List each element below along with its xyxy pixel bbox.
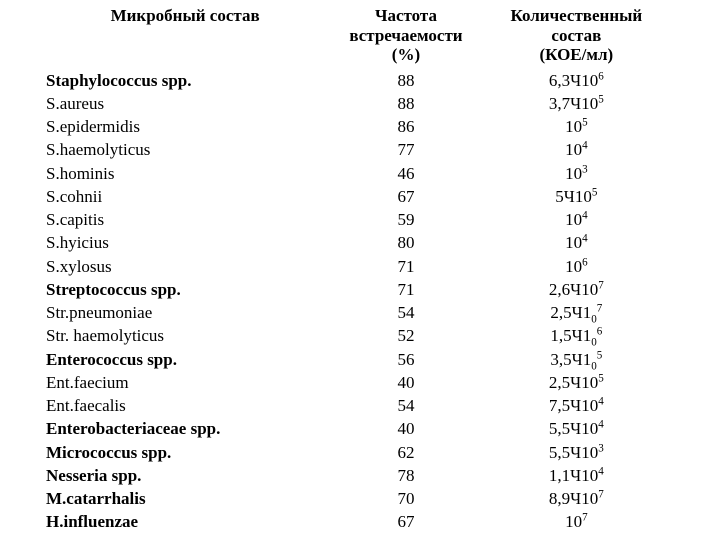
cell-freq: 80 [330, 231, 481, 254]
cell-qty: 103 [482, 162, 671, 185]
cell-name: S.capitis [40, 208, 330, 231]
table-row: S.hyicius80104 [40, 231, 671, 254]
table-header-row: Микробный состав Частотавстречаемости(%)… [40, 6, 671, 69]
cell-name: Micrococcus spp. [40, 441, 330, 464]
cell-name: S.xylosus [40, 255, 330, 278]
cell-name: Str. haemolyticus [40, 324, 330, 347]
cell-name: Nesseria spp. [40, 464, 330, 487]
cell-name: S.aureus [40, 92, 330, 115]
cell-name: S.hominis [40, 162, 330, 185]
cell-qty: 5,5Ч104 [482, 417, 671, 440]
header-name: Микробный состав [40, 6, 330, 69]
cell-freq: 59 [330, 208, 481, 231]
cell-name: S.epidermidis [40, 115, 330, 138]
cell-freq: 46 [330, 162, 481, 185]
cell-freq: 56 [330, 348, 481, 371]
cell-name: S.haemolyticus [40, 138, 330, 161]
table-row: H.influenzae67107 [40, 510, 671, 533]
header-freq: Частотавстречаемости(%) [330, 6, 481, 69]
table-row: S.haemolyticus77104 [40, 138, 671, 161]
cell-qty: 2,5Ч105 [482, 371, 671, 394]
table-row: Str.pneumoniae542,5Ч107 [40, 301, 671, 324]
cell-freq: 71 [330, 255, 481, 278]
cell-name: Str.pneumoniae [40, 301, 330, 324]
cell-freq: 40 [330, 417, 481, 440]
cell-freq: 78 [330, 464, 481, 487]
cell-qty: 3,7Ч105 [482, 92, 671, 115]
cell-qty: 106 [482, 255, 671, 278]
cell-freq: 52 [330, 324, 481, 347]
cell-name: H.influenzae [40, 510, 330, 533]
cell-freq: 67 [330, 185, 481, 208]
cell-qty: 104 [482, 231, 671, 254]
cell-freq: 70 [330, 487, 481, 510]
cell-freq: 62 [330, 441, 481, 464]
cell-freq: 88 [330, 69, 481, 92]
table-row: Streptococcus spp.712,6Ч107 [40, 278, 671, 301]
cell-freq: 54 [330, 301, 481, 324]
cell-name: S.cohnii [40, 185, 330, 208]
table-row: Str. haemolyticus521,5Ч106 [40, 324, 671, 347]
cell-name: Enterococcus spp. [40, 348, 330, 371]
table-row: S.capitis59104 [40, 208, 671, 231]
table-row: S.xylosus71106 [40, 255, 671, 278]
table-row: Enterobacteriaceae spp.405,5Ч104 [40, 417, 671, 440]
cell-qty: 104 [482, 138, 671, 161]
cell-qty: 3,5Ч105 [482, 348, 671, 371]
cell-name: Staphylococcus spp. [40, 69, 330, 92]
table-row: S.aureus883,7Ч105 [40, 92, 671, 115]
cell-freq: 88 [330, 92, 481, 115]
table-row: Ent.faecalis547,5Ч104 [40, 394, 671, 417]
cell-freq: 71 [330, 278, 481, 301]
cell-freq: 86 [330, 115, 481, 138]
table-row: Micrococcus spp.625,5Ч103 [40, 441, 671, 464]
cell-freq: 54 [330, 394, 481, 417]
table-row: S.hominis46103 [40, 162, 671, 185]
cell-name: S.hyicius [40, 231, 330, 254]
cell-qty: 7,5Ч104 [482, 394, 671, 417]
cell-name: Enterobacteriaceae spp. [40, 417, 330, 440]
cell-qty: 107 [482, 510, 671, 533]
cell-qty: 1,5Ч106 [482, 324, 671, 347]
microbe-table: Микробный состав Частотавстречаемости(%)… [40, 6, 671, 534]
header-qty: Количественныйсостав(КОЕ/мл) [482, 6, 671, 69]
cell-name: Ent.faecium [40, 371, 330, 394]
table-body: Staphylococcus spp.886,3Ч106S.aureus883,… [40, 69, 671, 534]
cell-qty: 2,6Ч107 [482, 278, 671, 301]
cell-qty: 105 [482, 115, 671, 138]
cell-freq: 67 [330, 510, 481, 533]
cell-freq: 40 [330, 371, 481, 394]
cell-qty: 5,5Ч103 [482, 441, 671, 464]
cell-name: Streptococcus spp. [40, 278, 330, 301]
cell-qty: 6,3Ч106 [482, 69, 671, 92]
table-row: S.cohnii675Ч105 [40, 185, 671, 208]
table-row: Enterococcus spp.563,5Ч105 [40, 348, 671, 371]
table-row: S.epidermidis86105 [40, 115, 671, 138]
cell-qty: 104 [482, 208, 671, 231]
table-row: Nesseria spp.781,1Ч104 [40, 464, 671, 487]
cell-name: Ent.faecalis [40, 394, 330, 417]
table-row: Staphylococcus spp.886,3Ч106 [40, 69, 671, 92]
cell-qty: 2,5Ч107 [482, 301, 671, 324]
table-row: M.catarrhalis708,9Ч107 [40, 487, 671, 510]
table-row: Ent.faecium402,5Ч105 [40, 371, 671, 394]
cell-freq: 77 [330, 138, 481, 161]
cell-qty: 8,9Ч107 [482, 487, 671, 510]
cell-name: M.catarrhalis [40, 487, 330, 510]
cell-qty: 1,1Ч104 [482, 464, 671, 487]
cell-qty: 5Ч105 [482, 185, 671, 208]
